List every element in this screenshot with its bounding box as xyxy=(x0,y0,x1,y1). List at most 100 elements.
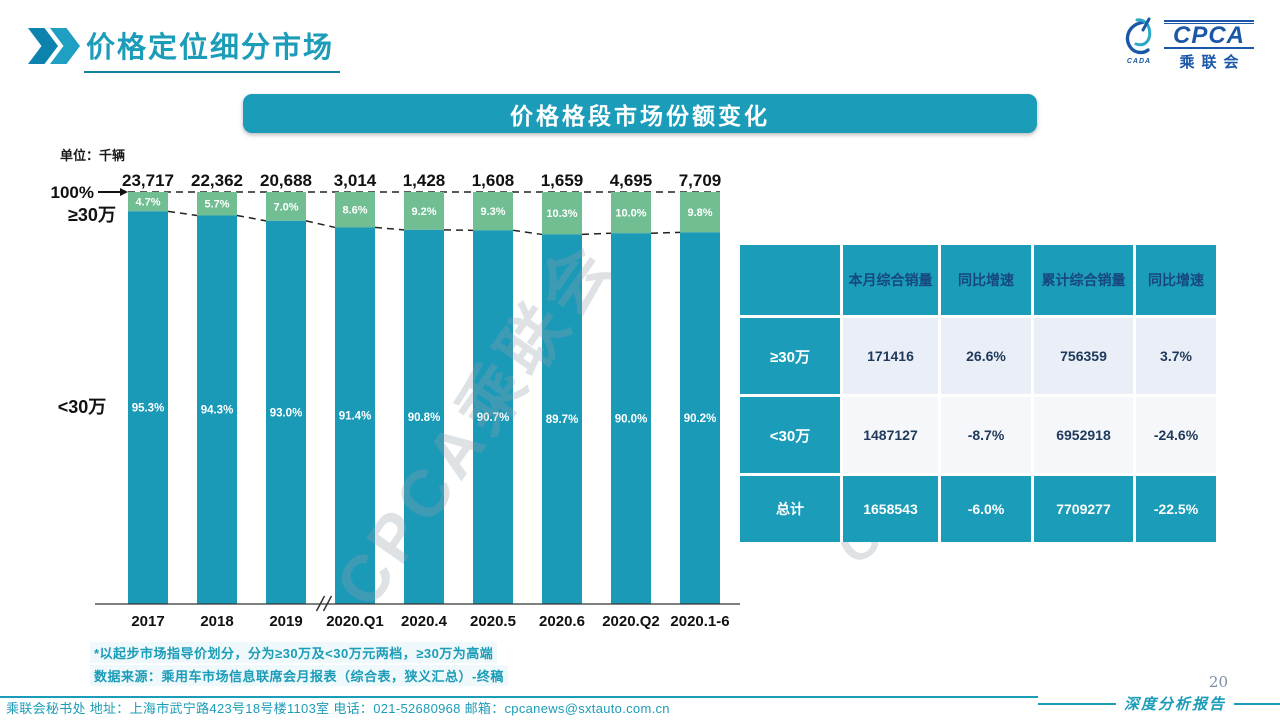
table-value-cell: 756359 xyxy=(1034,318,1133,394)
bar-total-label: 1,428 xyxy=(403,171,446,190)
bar-green-pct-label: 10.0% xyxy=(615,208,646,220)
cpca-logo: CADA CPCA 乘联会 xyxy=(1118,16,1254,76)
x-axis-category-label: 2019 xyxy=(269,613,302,630)
bar-teal-pct-label: 94.3% xyxy=(201,405,234,417)
decorative-line xyxy=(1037,702,1116,705)
table-header-cell: 同比增速 xyxy=(1136,245,1216,315)
bar-segment-ge30 xyxy=(611,192,651,234)
bar-segment-lt30 xyxy=(197,215,237,604)
bar-total-label: 1,659 xyxy=(541,171,584,190)
x-axis-category-label: 2020.Q2 xyxy=(602,613,660,630)
bar-segment-lt30 xyxy=(128,211,168,604)
bar-green-pct-label: 7.0% xyxy=(273,201,298,213)
segment-boundary-dashed-line xyxy=(581,232,612,236)
footnote-definition: *以起步市场指导价划分，分为≥30万及<30万元两档，≥30万为高端 xyxy=(90,642,498,663)
x-axis-category-label: 2020.6 xyxy=(539,613,585,630)
bar-segment-lt30 xyxy=(404,229,444,604)
table-row-label: 总计 xyxy=(740,476,840,542)
bar-segment-ge30 xyxy=(473,192,513,231)
table-row-label: ≥30万 xyxy=(740,318,840,394)
table-value-cell: 1487127 xyxy=(843,397,938,473)
logo-text-block: CPCA 乘联会 xyxy=(1164,16,1254,76)
axis-break-mark xyxy=(322,595,333,612)
report-label-group: 深度分析报告 xyxy=(1037,693,1280,714)
summary-table: 本月综合销量 同比增速 累计综合销量 同比增速 ≥30万 171416 26.6% 75635… xyxy=(740,245,1216,542)
bar-green-pct-label: 10.3% xyxy=(546,208,577,220)
bar-teal-pct-label: 89.7% xyxy=(546,414,579,426)
footnote-source: 数据来源：乘用车市场信息联席会月报表（综合表，狭义汇总）-终稿 xyxy=(90,665,508,686)
x-axis-category-label: 2020.4 xyxy=(401,613,448,630)
section-banner-title: 价格格段市场份额变化 xyxy=(510,102,770,129)
bar-segment-lt30 xyxy=(266,220,306,604)
chevron-icon xyxy=(28,28,58,64)
logo-emblem-text: CADA xyxy=(1126,58,1152,65)
bar-teal-pct-label: 90.8% xyxy=(408,412,441,424)
table-value-cell: 6952918 xyxy=(1034,397,1133,473)
x-axis-category-label: 2017 xyxy=(131,613,164,630)
axis-top-label: 100% xyxy=(51,183,94,202)
table-value-cell: -8.7% xyxy=(941,397,1031,473)
table-value-cell: -24.6% xyxy=(1136,397,1216,473)
series-label-ge30: ≥30万 xyxy=(68,205,116,225)
bar-teal-pct-label: 90.0% xyxy=(615,414,648,426)
bar-segment-ge30 xyxy=(197,192,237,216)
bar-segment-lt30 xyxy=(611,233,651,604)
bar-teal-pct-label: 93.0% xyxy=(270,407,303,419)
table-value-cell: -22.5% xyxy=(1136,476,1216,542)
decorative-line xyxy=(1234,702,1280,705)
bar-total-label: 4,695 xyxy=(610,171,653,190)
bar-segment-ge30 xyxy=(335,192,375,228)
table-header-cell: 累计综合销量 xyxy=(1034,245,1133,315)
segment-boundary-dashed-line xyxy=(650,231,681,234)
table-header-cell: 同比增速 xyxy=(941,245,1031,315)
table-value-cell: 3.7% xyxy=(1136,318,1216,394)
segment-boundary-dashed-line xyxy=(305,220,336,229)
bar-segment-lt30 xyxy=(473,230,513,604)
table-value-cell: -6.0% xyxy=(941,476,1031,542)
segment-boundary-dashed-line xyxy=(236,214,267,222)
table-value-cell: 1658543 xyxy=(843,476,938,542)
table-value-cell: 7709277 xyxy=(1034,476,1133,542)
table-value-cell: 26.6% xyxy=(941,318,1031,394)
bar-green-pct-label: 9.8% xyxy=(687,207,712,219)
bar-total-label: 23,717 xyxy=(122,171,174,190)
bar-teal-pct-label: 90.2% xyxy=(684,413,717,425)
stacked-bar-chart: 23,717 4.7% 95.3% 2017 22,362 5.7% 94.3% 2018 20… xyxy=(51,171,740,630)
table-corner-cell xyxy=(740,245,840,315)
series-label-lt30: <30万 xyxy=(58,397,107,417)
segment-boundary-dashed-line xyxy=(167,210,198,217)
page-title: 价格定位细分市场 xyxy=(84,24,341,73)
bar-segment-lt30 xyxy=(335,227,375,604)
logo-chinese-name: 乘联会 xyxy=(1179,54,1246,71)
bar-total-label: 1,608 xyxy=(472,171,515,190)
bar-total-label: 7,709 xyxy=(679,171,722,190)
bar-segment-ge30 xyxy=(404,192,444,230)
axis-break-mark xyxy=(315,595,326,612)
x-axis-category-label: 2018 xyxy=(200,613,233,630)
bar-green-pct-label: 4.7% xyxy=(135,197,160,209)
bar-segment-lt30 xyxy=(542,234,582,604)
bar-segment-ge30 xyxy=(542,192,582,235)
arrow-head xyxy=(120,188,128,196)
bar-total-label: 20,688 xyxy=(260,171,312,190)
table-row-label: <30万 xyxy=(740,397,840,473)
double-chevron-icon xyxy=(28,28,84,64)
segment-boundary-dashed-line xyxy=(512,229,543,236)
bar-teal-pct-label: 90.7% xyxy=(477,412,510,424)
bar-green-pct-label: 8.6% xyxy=(342,205,367,217)
x-axis-category-label: 2020.5 xyxy=(470,613,516,630)
x-axis-category-label: 2020.1-6 xyxy=(670,613,729,630)
bar-green-pct-label: 9.3% xyxy=(480,206,505,218)
table-value-cell: 171416 xyxy=(843,318,938,394)
table-header-cell: 本月综合销量 xyxy=(843,245,938,315)
unit-label: 单位：千辆 xyxy=(60,148,126,163)
footer-contact-info: 乘联会秘书处 地址：上海市武宁路423号18号楼1103室 电话：021-526… xyxy=(6,701,670,716)
logo-emblem-icon: CADA xyxy=(1118,16,1160,74)
bar-green-pct-label: 9.2% xyxy=(411,206,436,218)
bar-segment-lt30 xyxy=(680,232,720,604)
segment-boundary-dashed-line xyxy=(374,226,405,231)
bar-teal-pct-label: 91.4% xyxy=(339,411,372,423)
bar-total-label: 22,362 xyxy=(191,171,243,190)
bar-total-label: 3,014 xyxy=(334,171,377,190)
